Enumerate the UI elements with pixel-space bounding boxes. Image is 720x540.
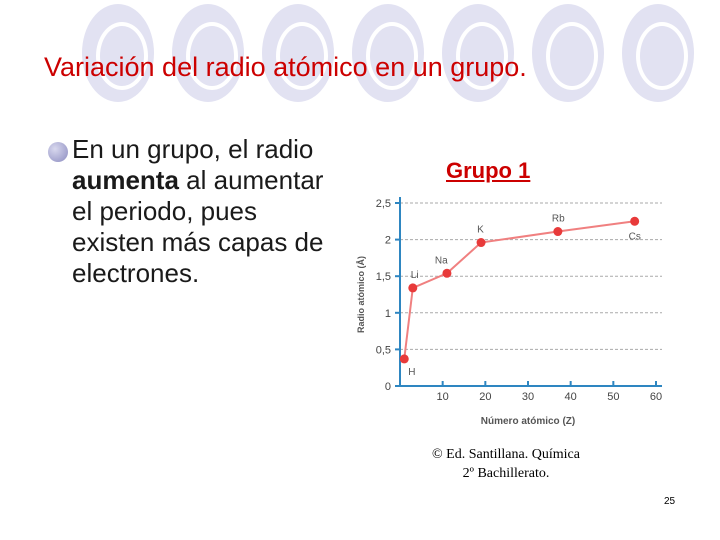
atomic-radius-chart: 0 0,5 1 1,5 2 2,5 10 20 30 40 50 60 Radio atómico (Å…: [356, 197, 662, 427]
decorative-ring: [438, 0, 518, 106]
copyright-notice: © Ed. Santillana. Química 2º Bachillerat…: [406, 445, 606, 483]
y-tick-label: 0,5: [376, 344, 391, 356]
x-tick-label: 40: [565, 391, 577, 403]
series-line: [403, 220, 635, 360]
decorative-ring: [348, 0, 428, 106]
decorative-ring: [618, 0, 698, 106]
y-tick-label: 1: [385, 308, 391, 320]
y-tick-label: 2: [385, 235, 391, 247]
x-tick-label: 20: [479, 391, 491, 403]
x-axis-label: Número atómico (Z): [481, 416, 575, 427]
page-number: 25: [664, 496, 676, 507]
data-point: [630, 216, 640, 226]
bullet-text-before: En un grupo, el radio: [72, 134, 314, 164]
x-tick-label: 10: [437, 391, 449, 403]
point-label: Cs: [629, 231, 641, 242]
bullet-text-bold: aumenta: [72, 165, 179, 195]
copyright-line-2: 2º Bachillerato.: [462, 466, 550, 481]
data-point: [408, 283, 418, 293]
point-label: Rb: [552, 214, 565, 225]
data-point: [476, 238, 486, 248]
point-label: K: [477, 225, 484, 236]
bullet-icon: [48, 142, 68, 162]
decorative-ring: [258, 0, 338, 106]
point-label: Na: [435, 255, 448, 266]
y-tick-label: 2,5: [376, 198, 391, 210]
point-label: H: [408, 367, 415, 378]
decorative-ring: [528, 0, 608, 106]
bullet-text: En un grupo, el radio aumenta al aumenta…: [72, 134, 342, 289]
slide-title: Variación del radio atómico en un grupo.: [44, 52, 527, 82]
data-point: [553, 227, 563, 237]
x-tick-label: 60: [650, 391, 662, 403]
group-label: Grupo 1: [446, 158, 531, 183]
decorative-ring: [78, 0, 158, 106]
point-label: Li: [411, 270, 419, 281]
y-axis-label: Radio atómico (Å): [356, 256, 366, 333]
bullet-text-after: al aumentar el periodo, pues existen más…: [72, 165, 324, 288]
x-tick-label: 50: [607, 391, 619, 403]
x-tick-label: 30: [522, 391, 534, 403]
data-point: [442, 268, 452, 278]
copyright-line-1: © Ed. Santillana. Química: [432, 447, 580, 462]
data-point: [399, 354, 409, 364]
decorative-ring: [168, 0, 248, 106]
y-tick-label: 0: [385, 381, 391, 393]
y-tick-label: 1,5: [376, 271, 391, 283]
